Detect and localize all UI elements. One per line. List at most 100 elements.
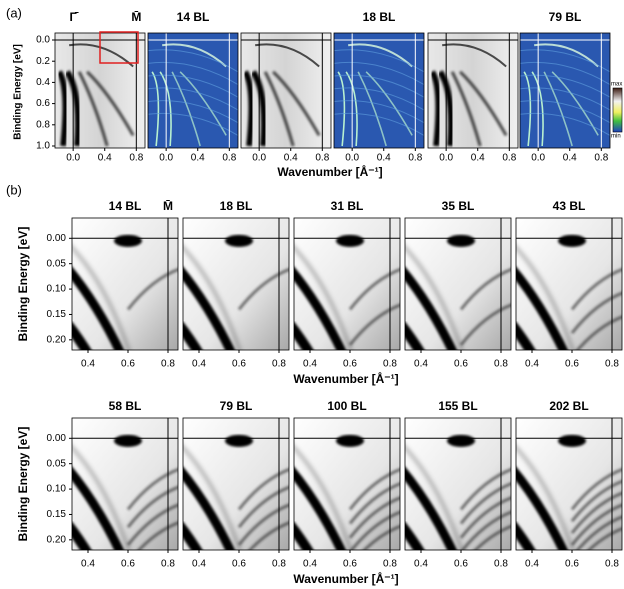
band [183, 245, 242, 350]
highlight-box [99, 31, 139, 64]
high-symmetry-label: M̄ [163, 199, 173, 213]
x-tick-label: 0.0 [531, 153, 545, 164]
band [516, 521, 536, 550]
x-tick-label: 0.4 [98, 153, 112, 164]
arpes-image [516, 418, 622, 550]
x-tick-label: 0.4 [191, 153, 205, 164]
band [183, 321, 203, 350]
arpes-image [428, 33, 518, 148]
x-tick-label: 0.0 [439, 153, 453, 164]
band [263, 71, 295, 147]
qw-state [575, 315, 622, 350]
arpes-image [405, 218, 511, 350]
band [56, 70, 69, 147]
x-tick-label: 0.6 [343, 359, 357, 370]
frame [404, 417, 512, 551]
band [405, 521, 425, 550]
arpes-image [405, 418, 511, 550]
x-axis-label: Wavenumber [Å⁻¹] [277, 164, 382, 179]
band [516, 321, 536, 350]
band [294, 245, 353, 350]
panel-title: 155 BL [438, 399, 477, 413]
frame [293, 217, 401, 351]
band [294, 266, 347, 350]
x-tick-label: 0.6 [454, 359, 468, 370]
band [450, 71, 482, 147]
band [405, 245, 464, 350]
qw-state [570, 503, 622, 546]
arpes-image [520, 33, 610, 148]
band [77, 71, 109, 147]
qw-state [459, 482, 511, 525]
panel-label: (a) [6, 5, 22, 20]
x-tick-label: 0.6 [454, 559, 468, 570]
y-tick-label: 0.6 [36, 98, 50, 109]
arpes-image [294, 418, 400, 550]
qw-state [126, 503, 178, 546]
panel-title: 43 BL [553, 199, 586, 213]
high-symmetry-label: M̄ [131, 10, 141, 24]
x-tick-label: 0.4 [525, 359, 539, 370]
band [294, 521, 314, 550]
band [405, 445, 464, 550]
x-tick-label: 0.0 [252, 153, 266, 164]
y-tick-label: 0.10 [47, 484, 67, 495]
qw-state [570, 291, 622, 335]
arpes-image [183, 218, 289, 350]
band [171, 71, 201, 147]
band [294, 445, 353, 550]
band [272, 70, 321, 137]
qw-state [237, 485, 289, 529]
x-tick-label: 0.8 [408, 153, 422, 164]
band [69, 43, 134, 68]
band [114, 234, 142, 247]
band [429, 70, 442, 147]
x-tick-label: 0.8 [222, 153, 236, 164]
band [558, 234, 586, 247]
qw-state [473, 524, 511, 550]
band [255, 43, 320, 68]
qw-state [570, 467, 622, 511]
y-tick-label: 0.20 [47, 334, 67, 345]
band [551, 71, 599, 136]
band [86, 70, 135, 137]
qw-state [237, 467, 289, 511]
x-tick-label: 0.4 [563, 153, 577, 164]
band [294, 466, 347, 550]
qw-state [570, 479, 622, 523]
qw-state [362, 524, 400, 550]
y-tick-label: 0.0 [36, 35, 50, 46]
frame [519, 32, 611, 149]
x-tick-label: 0.6 [565, 359, 579, 370]
x-tick-label: 0.6 [565, 559, 579, 570]
qw-state [459, 303, 511, 346]
arpes-image [183, 418, 289, 550]
high-symmetry-label: Γ̄ [70, 10, 79, 24]
frame [427, 32, 519, 149]
band [447, 434, 475, 447]
qw-state [349, 510, 400, 550]
band [72, 266, 125, 350]
frame [333, 32, 425, 149]
band [294, 321, 314, 350]
x-tick-label: 0.8 [161, 559, 175, 570]
band [183, 266, 236, 350]
x-tick-label: 0.8 [272, 559, 286, 570]
arpes-image [241, 33, 331, 148]
band [72, 245, 131, 350]
x-tick-label: 0.8 [494, 559, 508, 570]
qw-state [459, 267, 511, 311]
qw-state [575, 515, 622, 550]
y-tick-label: 0.05 [47, 458, 67, 469]
frame [293, 417, 401, 551]
y-tick-label: 0.05 [47, 258, 67, 269]
qw-state [237, 267, 289, 311]
panel-title: 31 BL [331, 199, 364, 213]
y-tick-label: 0.00 [47, 433, 67, 444]
band [250, 70, 268, 147]
x-tick-label: 0.4 [471, 153, 485, 164]
band [447, 234, 475, 247]
band [516, 266, 569, 350]
qw-state [348, 467, 400, 511]
frame [515, 217, 623, 351]
